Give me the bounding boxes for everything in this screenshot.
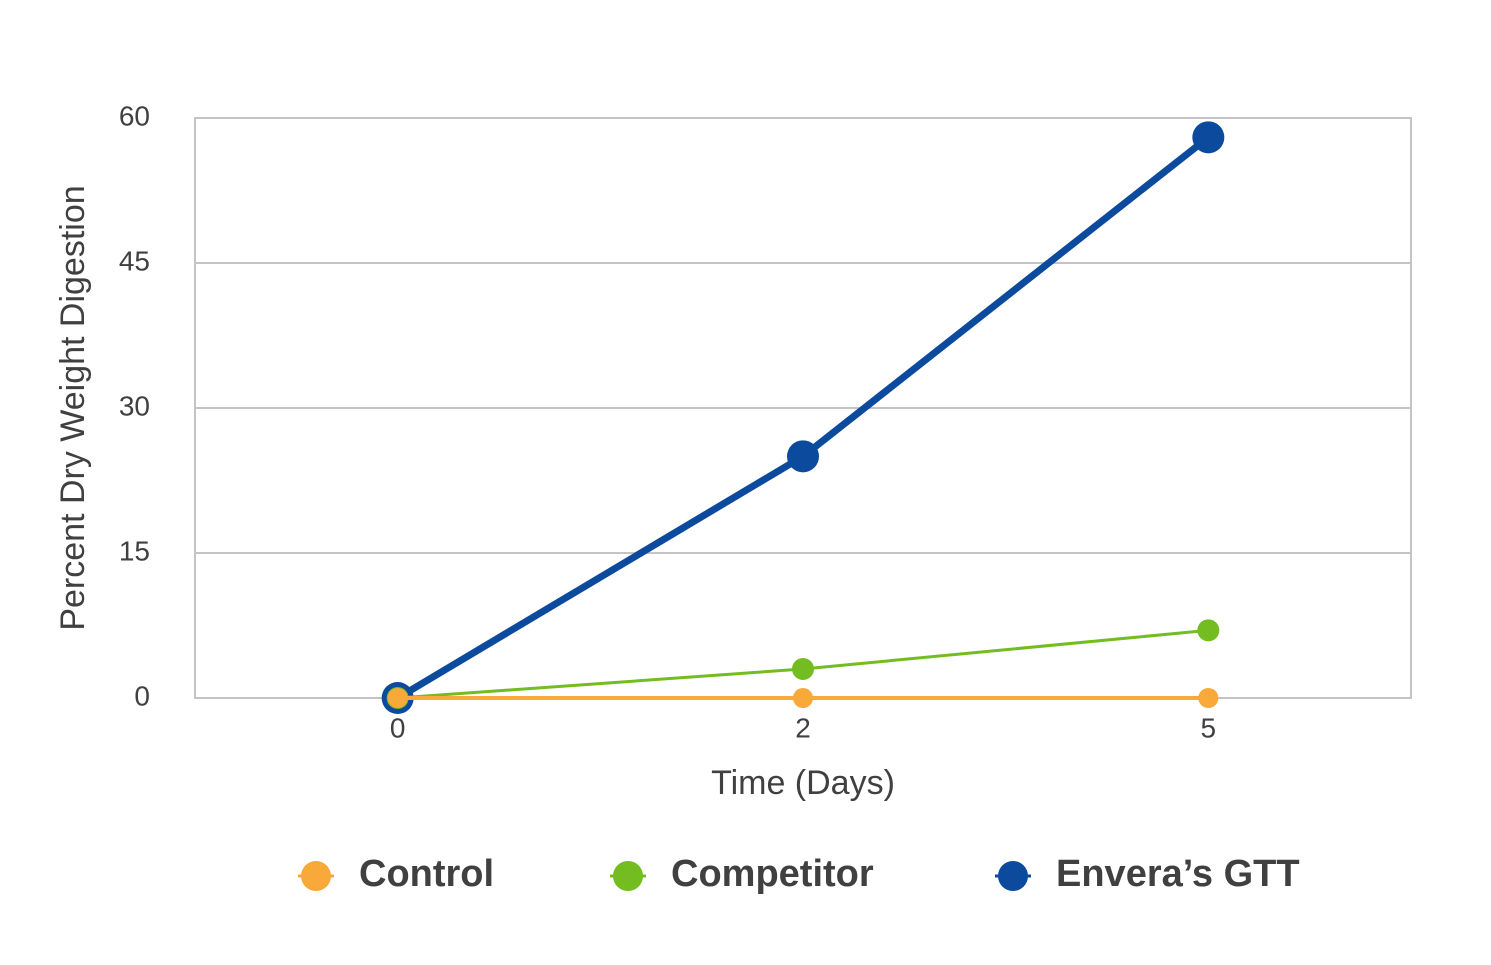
data-point [1192, 121, 1225, 154]
y-tick-label: 30 [119, 390, 150, 421]
data-point [787, 440, 819, 473]
legend-label: Envera’s GTT [1056, 853, 1300, 895]
legend-marker [301, 861, 331, 891]
y-tick-label: 0 [134, 680, 150, 711]
series-line [395, 134, 1211, 702]
y-axis-title: Percent Dry Weight Digestion [54, 185, 92, 630]
y-tick-label: 60 [119, 100, 150, 131]
x-tick-label: 2 [795, 712, 811, 743]
data-point [1197, 619, 1220, 642]
data-point [792, 658, 814, 680]
legend-label: Competitor [671, 853, 874, 895]
legend-marker [998, 861, 1028, 891]
legend-marker [613, 861, 643, 891]
y-tick-label: 45 [119, 245, 150, 276]
x-tick-label: 5 [1201, 712, 1217, 743]
x-axis-title: Time (Days) [711, 764, 895, 802]
legend-label: Control [359, 853, 494, 895]
y-tick-label: 15 [119, 535, 150, 566]
data-point [387, 688, 408, 708]
x-tick-label: 0 [390, 712, 406, 743]
data-point [793, 688, 813, 708]
data-point [1198, 688, 1219, 708]
